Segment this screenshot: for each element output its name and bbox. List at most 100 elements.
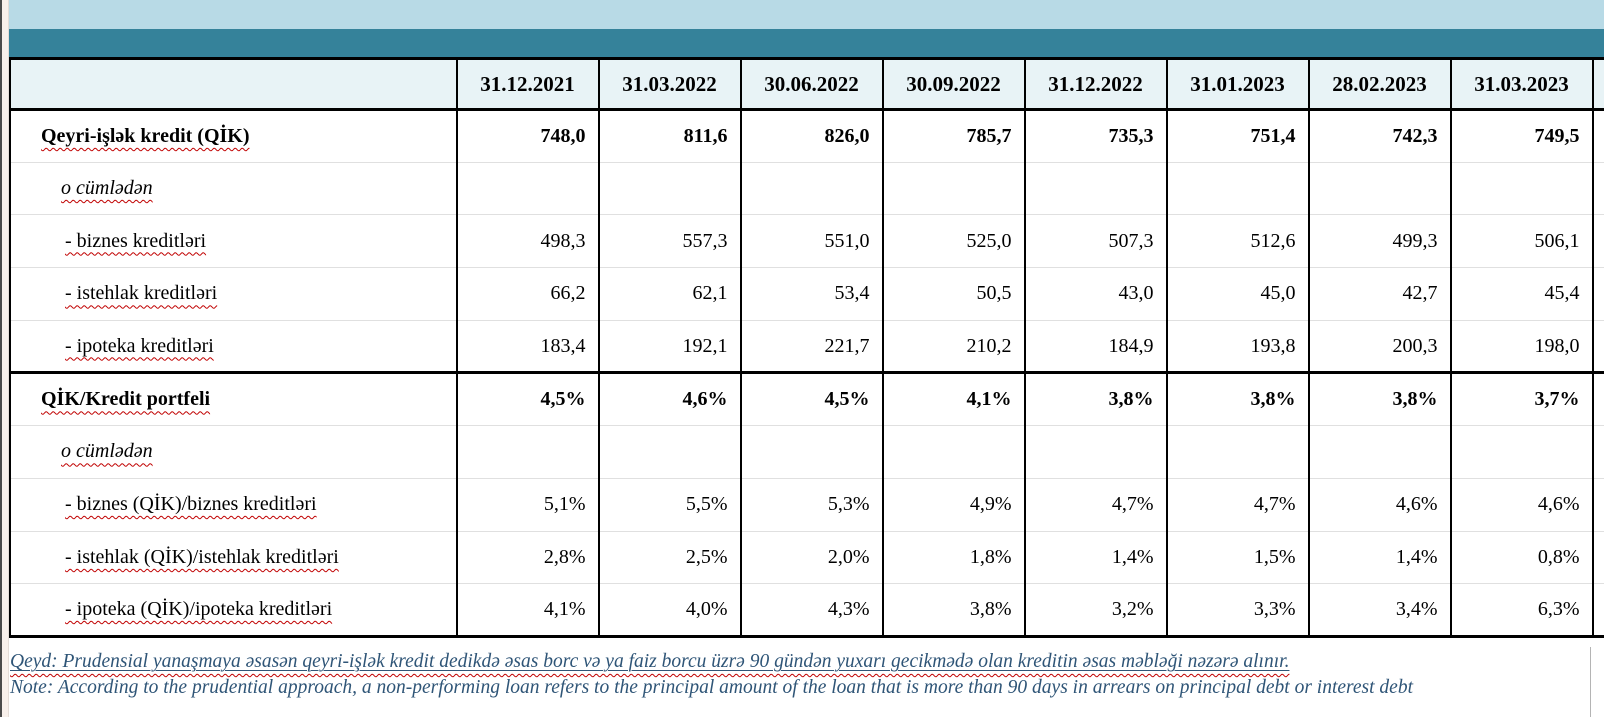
cell-value: 1,5% xyxy=(1165,530,1309,584)
cell-value: 785,7 xyxy=(881,109,1025,163)
row-label: - istehlak kreditləri xyxy=(65,282,218,305)
partial-cell xyxy=(1591,425,1604,479)
column-header-date: 31.01.2023 xyxy=(1165,57,1309,111)
column-header-date: 31.03.2022 xyxy=(597,57,741,111)
cell-value: 3,8% xyxy=(1307,371,1451,426)
partial-cell xyxy=(1591,477,1604,531)
table-row: QİK/Kredit portfeli 4,5% 4,6% 4,5% 4,1% 3,8% 3… xyxy=(8,371,1604,426)
row-label-cell: - istehlak (QİK)/istehlak kreditləri xyxy=(8,530,457,584)
cell-value xyxy=(1165,425,1309,479)
page-margin-strip xyxy=(2,0,9,717)
cell-value: 498,3 xyxy=(455,214,599,268)
row-label: Qeyri-işlək kredit (QİK) xyxy=(41,124,250,147)
cell-value: 5,1% xyxy=(455,477,599,531)
note-english: Note: According to the prudential approa… xyxy=(10,677,1413,698)
cell-value: 2,8% xyxy=(455,530,599,584)
cell-value: 3,7% xyxy=(1449,371,1593,426)
cell-value: 4,7% xyxy=(1023,477,1167,531)
row-label-cell: Qeyri-işlək kredit (QİK) xyxy=(8,109,457,163)
cell-value: 1,8% xyxy=(881,530,1025,584)
table-row: - ipoteka kreditləri 183,4 192,1 221,7 210,2… xyxy=(8,319,1604,373)
cell-value: 525,0 xyxy=(881,214,1025,268)
row-label: o cümlədən xyxy=(61,440,153,463)
row-label: QİK/Kredit portfeli xyxy=(41,388,211,411)
cell-value: 4,7% xyxy=(1165,477,1309,531)
column-header-date: 31.12.2022 xyxy=(1023,57,1167,111)
cell-value xyxy=(597,425,741,479)
cell-value: 221,7 xyxy=(739,319,883,373)
row-label-cell: - biznes kreditləri xyxy=(8,214,457,268)
table-row: - ipoteka (QİK)/ipoteka kreditləri 4,1% 4,… xyxy=(8,583,1604,638)
row-label: o cümlədən xyxy=(61,177,153,200)
partial-cell xyxy=(1591,109,1604,163)
row-label-cell: - istehlak kreditləri xyxy=(8,267,457,321)
cell-value xyxy=(1165,161,1309,215)
footnotes: Qeyd: Prudensial yanaşmaya əsasən qeyri-… xyxy=(10,649,1594,701)
cell-value xyxy=(597,161,741,215)
cell-value xyxy=(455,425,599,479)
cell-value: 499,3 xyxy=(1307,214,1451,268)
table-header-row: 31.12.2021 31.03.2022 30.06.2022 30.09.2022… xyxy=(8,57,1604,111)
partial-cell xyxy=(1591,161,1604,215)
cell-value: 5,3% xyxy=(739,477,883,531)
cell-value: 1,4% xyxy=(1307,530,1451,584)
cell-value: 557,3 xyxy=(597,214,741,268)
table-row: - istehlak (QİK)/istehlak kreditləri 2,8%… xyxy=(8,530,1604,584)
cell-value: 3,4% xyxy=(1307,583,1451,638)
table-row: - biznes kreditləri 498,3 557,3 551,0 525,0 5… xyxy=(8,214,1604,268)
partial-column-header xyxy=(1591,57,1604,111)
cell-value: 193,8 xyxy=(1165,319,1309,373)
row-label: - ipoteka kreditləri xyxy=(65,334,214,357)
row-label: - biznes kreditləri xyxy=(65,229,207,252)
cell-value xyxy=(1023,425,1167,479)
cell-value: 735,3 xyxy=(1023,109,1167,163)
column-header-date: 31.12.2021 xyxy=(455,57,599,111)
cell-value: 42,7 xyxy=(1307,267,1451,321)
cell-value: 45,4 xyxy=(1449,267,1593,321)
npl-table-wrap: 31.12.2021 31.03.2022 30.06.2022 30.09.2022… xyxy=(8,57,1604,638)
cell-value xyxy=(881,161,1025,215)
row-label-cell: - ipoteka kreditləri xyxy=(8,319,457,373)
cell-value: 62,1 xyxy=(597,267,741,321)
row-label: - biznes (QİK)/biznes kreditləri xyxy=(65,493,317,516)
cell-value: 3,8% xyxy=(1023,371,1167,426)
cell-value: 4,1% xyxy=(455,583,599,638)
teal-title-band xyxy=(8,29,1604,57)
cell-value: 45,0 xyxy=(1165,267,1309,321)
table-row: Qeyri-işlək kredit (QİK) 748,0 811,6 826,0 7… xyxy=(8,109,1604,163)
cell-value xyxy=(1449,161,1593,215)
column-header-date: 30.06.2022 xyxy=(739,57,883,111)
row-label-cell: o cümlədən xyxy=(8,161,457,215)
cell-value xyxy=(1307,161,1451,215)
cell-value: 3,3% xyxy=(1165,583,1309,638)
window-left-edge xyxy=(0,0,2,717)
partial-cell xyxy=(1591,530,1604,584)
corner-header-cell xyxy=(8,57,457,111)
cell-value: 826,0 xyxy=(739,109,883,163)
cell-value: 4,0% xyxy=(597,583,741,638)
cell-value: 184,9 xyxy=(1023,319,1167,373)
column-header-date: 30.09.2022 xyxy=(881,57,1025,111)
cell-value: 1,4% xyxy=(1023,530,1167,584)
note-azerbaijani: Qeyd: Prudensial yanaşmaya əsasən qeyri-… xyxy=(10,649,1594,675)
cell-value xyxy=(881,425,1025,479)
cell-value: 512,6 xyxy=(1165,214,1309,268)
cell-value: 742,3 xyxy=(1307,109,1451,163)
npl-table: 31.12.2021 31.03.2022 30.06.2022 30.09.2022… xyxy=(8,57,1604,638)
row-label-cell: o cümlədən xyxy=(8,425,457,479)
cell-value: 4,9% xyxy=(881,477,1025,531)
cell-value xyxy=(739,425,883,479)
row-label-cell: - biznes (QİK)/biznes kreditləri xyxy=(8,477,457,531)
cell-value: 4,6% xyxy=(597,371,741,426)
cell-value: 66,2 xyxy=(455,267,599,321)
cell-value: 192,1 xyxy=(597,319,741,373)
top-light-blue-band xyxy=(8,0,1604,29)
table-row: - istehlak kreditləri 66,2 62,1 53,4 50,5 43,… xyxy=(8,267,1604,321)
cell-value: 748,0 xyxy=(455,109,599,163)
cell-value: 749,5 xyxy=(1449,109,1593,163)
table-row: o cümlədən xyxy=(8,425,1604,479)
row-label: - ipoteka (QİK)/ipoteka kreditləri xyxy=(65,598,333,621)
cell-value: 200,3 xyxy=(1307,319,1451,373)
cell-value: 811,6 xyxy=(597,109,741,163)
